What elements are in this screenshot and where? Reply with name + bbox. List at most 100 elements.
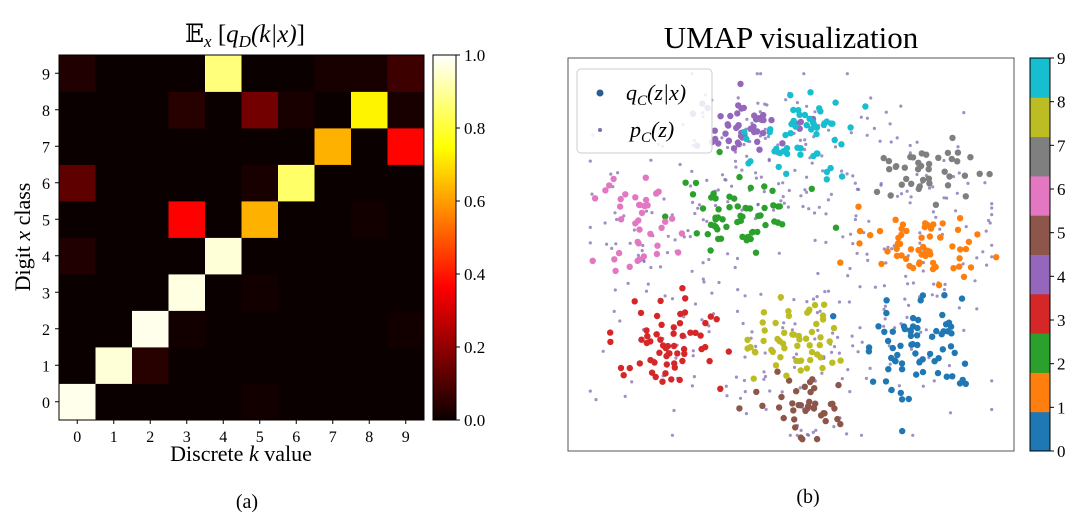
heatmap-cell <box>351 201 388 238</box>
posterior-point-class-2 <box>708 194 715 201</box>
posterior-point-class-0 <box>939 346 946 353</box>
heatmap-cell <box>205 128 242 165</box>
colorbar-segment-6 <box>1030 175 1050 216</box>
prior-point <box>909 195 913 199</box>
posterior-point-class-1 <box>922 251 929 258</box>
posterior-point-class-3 <box>631 298 638 305</box>
prior-point <box>845 172 849 176</box>
prior-point <box>690 269 694 273</box>
heatmap-cell <box>314 91 352 129</box>
posterior-point-class-8 <box>808 348 816 356</box>
heatmap-cell <box>351 128 388 165</box>
prior-point <box>662 197 666 201</box>
posterior-point-class-4 <box>735 141 742 148</box>
posterior-point-class-4 <box>758 114 765 122</box>
posterior-point-class-2 <box>715 206 722 213</box>
prior-point <box>734 165 738 169</box>
posterior-point-class-3 <box>687 329 694 336</box>
prior-point <box>955 191 959 195</box>
prior-point <box>964 225 968 229</box>
prior-point <box>865 133 869 137</box>
prior-point <box>858 326 862 330</box>
prior-point <box>841 235 845 239</box>
posterior-point-class-3 <box>638 336 645 343</box>
posterior-point-class-3 <box>679 332 686 339</box>
posterior-point-class-0 <box>948 330 955 337</box>
posterior-point-class-5 <box>795 401 802 409</box>
prior-point <box>943 282 947 286</box>
posterior-point-class-3 <box>682 295 689 302</box>
posterior-point-class-3 <box>680 345 688 353</box>
colorbar-segment-9 <box>1030 58 1050 98</box>
y-tick-label: 0 <box>42 395 50 412</box>
posterior-point-class-8 <box>752 349 759 356</box>
posterior-point-class-3 <box>697 332 704 339</box>
prior-point <box>931 185 935 189</box>
heatmap-cell <box>278 128 315 165</box>
posterior-point-class-8 <box>785 312 793 320</box>
posterior-point-class-1 <box>956 255 963 262</box>
heatmap-cell <box>132 383 169 421</box>
prior-point <box>990 213 994 217</box>
prior-point <box>792 298 796 302</box>
posterior-point-class-4 <box>797 118 804 126</box>
heatmap-x-ticks: 0 1 2 3 4 5 6 7 8 9 <box>73 420 410 446</box>
prior-point <box>855 251 859 255</box>
posterior-point-class-4 <box>737 80 744 88</box>
posterior-point-class-3 <box>662 344 669 352</box>
prior-point <box>616 171 620 175</box>
posterior-point-class-0 <box>875 323 882 330</box>
prior-point <box>673 238 677 242</box>
posterior-point-class-9 <box>823 176 830 183</box>
heatmap-cell <box>59 164 96 202</box>
prior-point <box>860 340 864 344</box>
heatmap-cell <box>95 274 133 311</box>
posterior-point-class-5 <box>778 393 785 401</box>
prior-point <box>594 398 598 402</box>
prior-point <box>805 190 809 194</box>
prior-point <box>931 210 936 214</box>
posterior-point-class-1 <box>898 225 905 232</box>
umap-colorbar-tick-label: 9 <box>1057 49 1066 68</box>
posterior-point-class-2 <box>714 226 721 233</box>
posterior-point-class-0 <box>889 344 896 352</box>
prior-point <box>859 433 864 437</box>
prior-point <box>975 307 979 311</box>
prior-point <box>605 242 609 246</box>
prior-point <box>826 198 831 202</box>
prior-point <box>644 209 649 213</box>
prior-point <box>779 199 783 203</box>
posterior-point-class-8 <box>744 336 751 343</box>
posterior-point-class-3 <box>725 348 732 355</box>
prior-point <box>665 251 670 255</box>
posterior-point-class-4 <box>715 140 722 147</box>
prior-point <box>813 238 817 242</box>
prior-point <box>879 182 883 186</box>
posterior-point-class-6 <box>678 230 686 237</box>
legend-label-posterior: qC(z|x) <box>626 80 686 109</box>
posterior-point-class-6 <box>606 182 613 189</box>
prior-point <box>945 196 949 200</box>
posterior-point-class-5 <box>806 398 813 405</box>
posterior-point-class-8 <box>785 308 792 315</box>
heatmap-cell <box>241 347 279 384</box>
posterior-point-class-2 <box>682 179 689 186</box>
posterior-point-class-9 <box>831 136 838 144</box>
prior-point <box>590 192 594 196</box>
prior-point <box>866 258 870 262</box>
prior-point <box>799 194 803 198</box>
prior-point <box>759 175 764 179</box>
y-tick-label: 8 <box>42 103 50 120</box>
heatmap-cell <box>314 383 352 421</box>
posterior-point-class-3 <box>657 336 664 343</box>
prior-point <box>743 355 747 359</box>
prior-point <box>615 217 619 222</box>
posterior-point-class-3 <box>679 357 686 365</box>
heatmap-cell <box>205 237 242 275</box>
prior-point <box>688 235 692 239</box>
prior-point <box>903 297 907 301</box>
posterior-point-class-0 <box>926 350 934 358</box>
umap-colorbar-ticks: 0 1 2 3 4 5 6 7 8 9 <box>1050 49 1066 461</box>
posterior-point-class-0 <box>943 373 950 380</box>
colorbar-segment-0 <box>1030 411 1050 452</box>
